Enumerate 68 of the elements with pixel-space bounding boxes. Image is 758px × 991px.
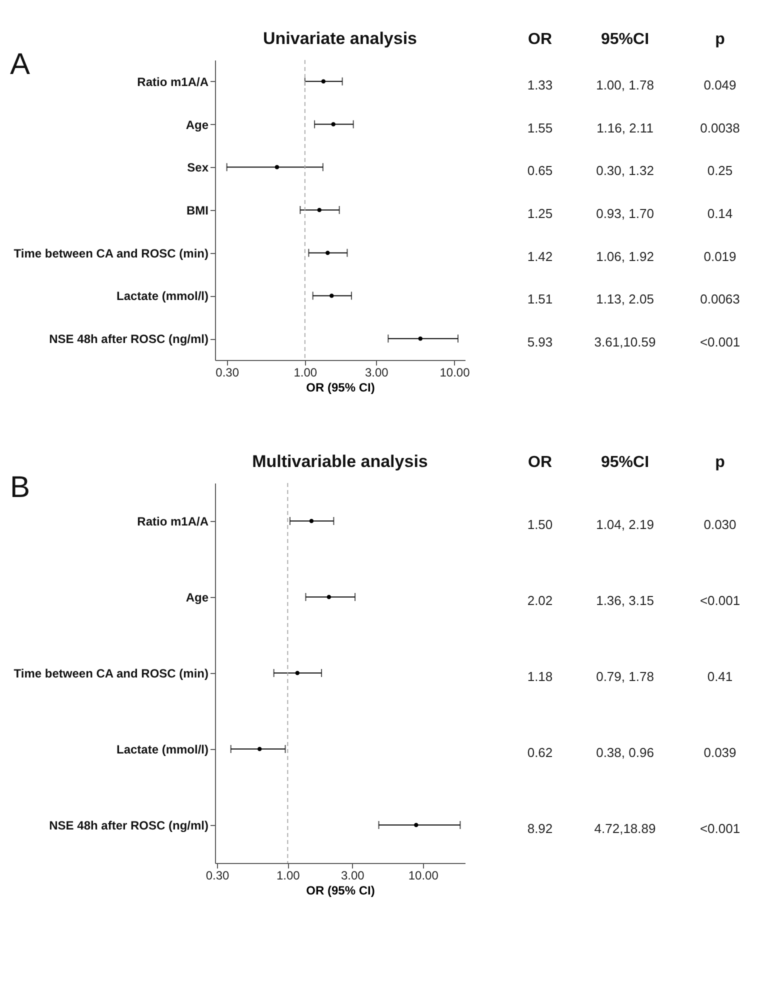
text: <0.001 <box>700 593 740 608</box>
text: 0.14 <box>707 206 733 221</box>
text: 0.049 <box>704 77 736 92</box>
text: OR <box>528 454 552 471</box>
data-label: 1.51 <box>527 292 553 307</box>
text: 1.06, 1.92 <box>596 248 654 264</box>
data-label: 8.92 <box>527 821 553 836</box>
text: 0.93, 1.70 <box>596 206 654 221</box>
x-axis-title: OR (95% CI) <box>306 884 375 898</box>
data-label: 1.55 <box>527 120 553 136</box>
text: 0.039 <box>704 745 736 760</box>
text: <0.001 <box>700 334 740 350</box>
text: 0.0038 <box>700 120 740 136</box>
x-tick-label: 1.00 <box>276 868 300 882</box>
text: A <box>10 48 30 81</box>
x-tick-label: 1.00 <box>294 366 318 380</box>
y-tick-label: Time between CA and ROSC (min) <box>14 246 208 260</box>
y-tick-label: Lactate (mmol/l) <box>116 742 209 756</box>
y-tick-label: NSE 48h after ROSC (ng/ml) <box>49 332 208 346</box>
text: p <box>715 31 726 48</box>
text: p <box>715 454 726 471</box>
data-label: 1.42 <box>527 248 553 264</box>
text: 1.13, 2.05 <box>596 292 654 307</box>
text: 0.30, 1.32 <box>596 163 654 178</box>
y-tick-label: BMI <box>186 204 208 218</box>
x-tick-label: 3.00 <box>340 868 365 882</box>
text: 95%CI <box>600 454 650 471</box>
data-label: 2.02 <box>527 593 553 608</box>
data-label: 0.62 <box>527 745 553 760</box>
text: 0.79, 1.78 <box>596 669 654 684</box>
x-tick-label: 10.00 <box>440 366 470 380</box>
text: 0.38, 0.96 <box>596 745 654 760</box>
data-label: 1.33 <box>527 77 553 92</box>
text: B <box>10 471 30 504</box>
y-tick-label: Time between CA and ROSC (min) <box>14 666 208 680</box>
x-tick-label: 3.00 <box>364 366 389 380</box>
text: <0.001 <box>700 821 740 836</box>
text: 4.72,18.89 <box>594 821 656 836</box>
y-tick-label: Age <box>186 118 209 132</box>
x-tick-label: 0.30 <box>206 868 230 882</box>
data-label: 1.50 <box>527 517 553 532</box>
text: 0.0063 <box>700 292 740 307</box>
y-tick-label: NSE 48h after ROSC (ng/ml) <box>49 818 208 832</box>
y-tick-label: Age <box>186 590 209 604</box>
text: 0.41 <box>707 669 733 684</box>
text: 1.36, 3.15 <box>596 593 654 608</box>
text: 0.019 <box>704 248 736 264</box>
text: 3.61,10.59 <box>594 334 656 350</box>
text: OR <box>528 31 552 48</box>
y-tick-label: Ratio m1A/A <box>137 514 209 528</box>
data-label: 5.93 <box>527 334 553 350</box>
y-tick-label: Sex <box>187 160 209 175</box>
text: 0.030 <box>704 517 736 532</box>
x-axis-title: OR (95% CI) <box>306 380 375 394</box>
x-tick-label: 10.00 <box>408 868 439 882</box>
text: 1.04, 2.19 <box>596 517 654 532</box>
x-tick-label: 0.30 <box>216 366 240 380</box>
y-tick-label: Ratio m1A/A <box>137 74 209 89</box>
data-label: 1.25 <box>527 206 553 221</box>
text: 0.25 <box>707 163 733 178</box>
text: 95%CI <box>600 31 650 48</box>
y-tick-label: Lactate (mmol/l) <box>116 289 209 304</box>
data-label: 1.18 <box>527 669 553 684</box>
text: 1.00, 1.78 <box>596 77 654 92</box>
chart-title: Multivariable analysis <box>252 452 428 471</box>
data-label: 0.65 <box>527 163 553 178</box>
chart-title: Univariate analysis <box>262 29 418 48</box>
text: 1.16, 2.11 <box>596 120 654 136</box>
